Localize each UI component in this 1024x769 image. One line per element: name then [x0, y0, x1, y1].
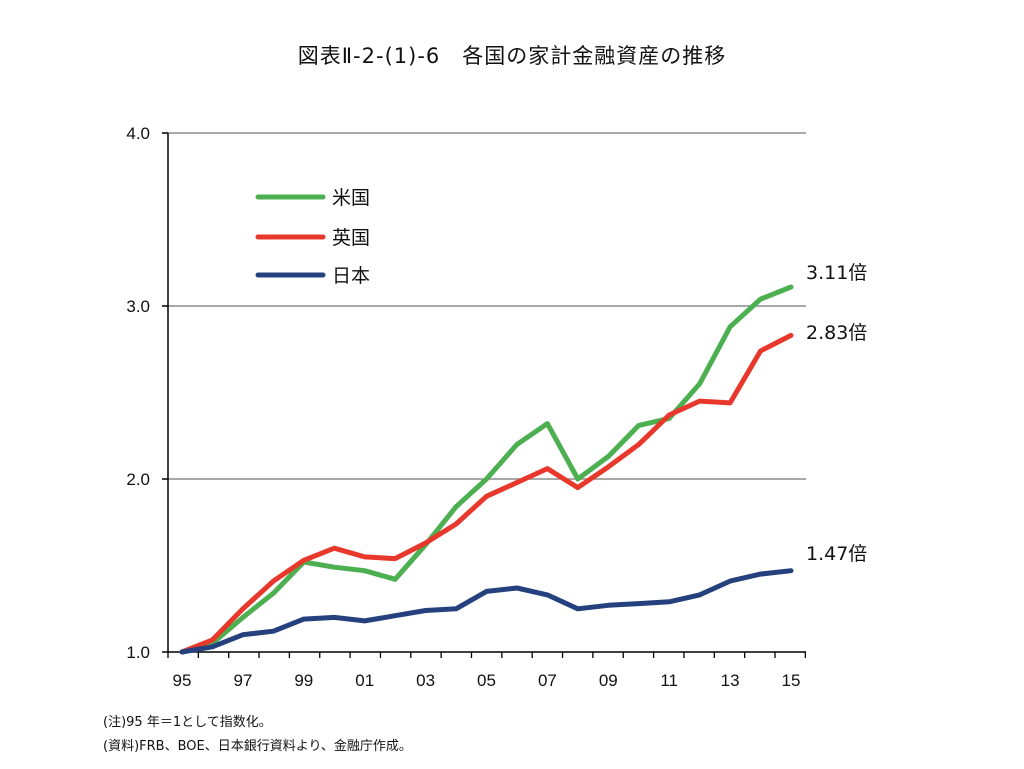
end-labels: 3.11倍 2.83倍 1.47倍 — [806, 262, 867, 565]
y-ticks: 1.0 2.0 3.0 4.0 — [126, 124, 168, 662]
legend-label: 米国 — [332, 187, 370, 209]
y-tick-label: 4.0 — [126, 124, 150, 143]
y-tick-label: 1.0 — [126, 643, 150, 662]
x-tick-label: 95 — [173, 671, 192, 690]
x-tick-label: 03 — [416, 671, 435, 690]
grid-lines — [168, 132, 806, 480]
y-tick-label: 2.0 — [126, 470, 150, 489]
x-tick-label: 07 — [538, 671, 557, 690]
note-source: (資料)FRB、BOE、日本銀行資料より、金融庁作成。 — [103, 739, 412, 754]
x-tick-label: 09 — [599, 671, 618, 690]
end-value-label: 2.83倍 — [806, 322, 867, 344]
axes — [167, 133, 806, 653]
series-lines — [179, 284, 794, 655]
x-tick-label: 99 — [294, 671, 313, 690]
end-value-label: 1.47倍 — [806, 543, 867, 565]
x-tick-label: 15 — [782, 671, 801, 690]
chart-title: 図表Ⅱ-2-(1)-6 各国の家計金融資産の推移 — [297, 44, 727, 68]
x-ticks: 95 97 99 01 03 05 07 09 11 13 15 — [167, 652, 806, 690]
x-tick-label: 05 — [477, 671, 496, 690]
note-normalization: (注)95 年＝1として指数化。 — [103, 715, 272, 730]
series-line-1 — [179, 284, 794, 655]
y-tick-label: 3.0 — [126, 297, 150, 316]
x-tick-label: 13 — [721, 671, 740, 690]
x-tick-label: 01 — [355, 671, 374, 690]
x-tick-label: 11 — [660, 671, 678, 690]
legend-label: 英国 — [332, 227, 370, 249]
x-tick-label: 97 — [233, 671, 252, 690]
series-line-3 — [179, 568, 794, 655]
series-line-2 — [179, 332, 794, 655]
legend-label: 日本 — [332, 265, 370, 287]
end-value-label: 3.11倍 — [806, 262, 867, 284]
